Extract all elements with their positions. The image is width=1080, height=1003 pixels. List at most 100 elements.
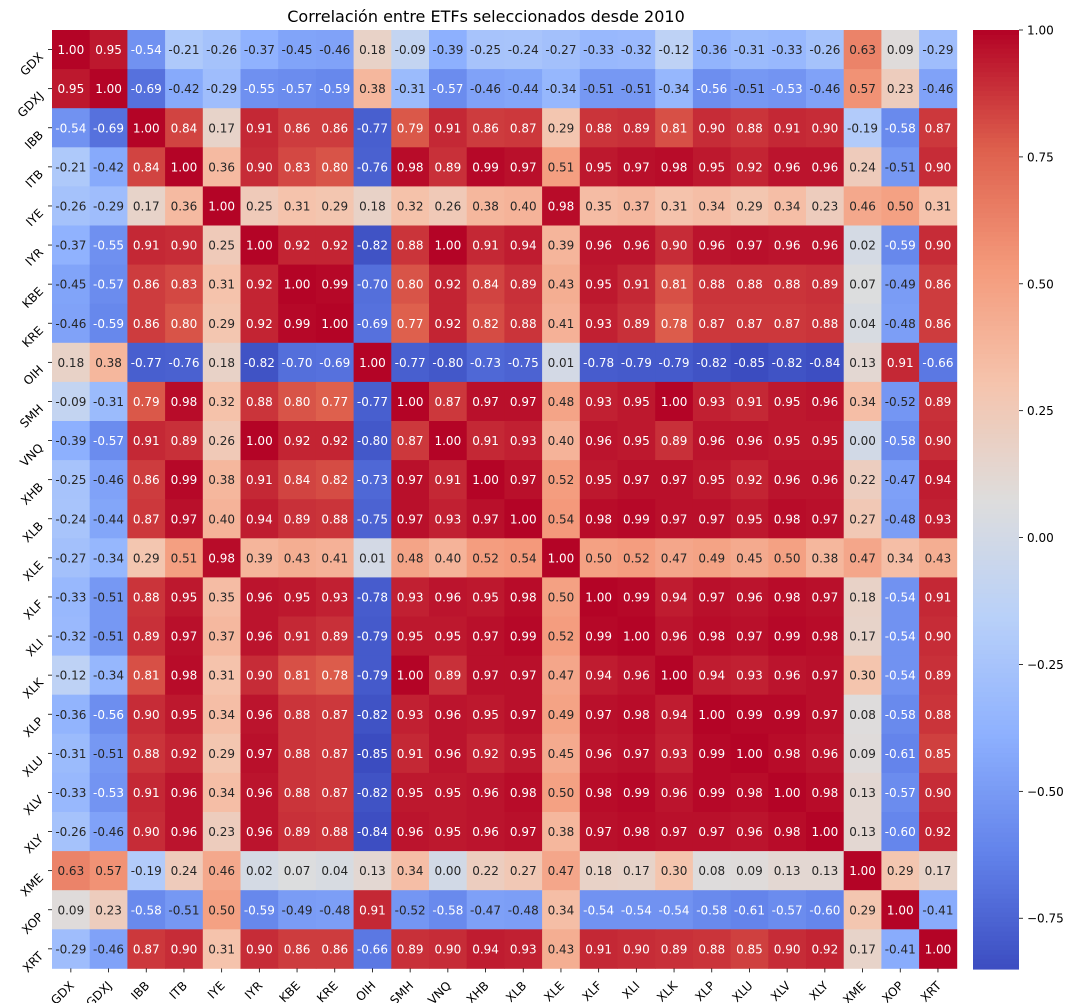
heatmap-cell-label: 1.00 [811,825,838,839]
heatmap-cell [353,69,392,109]
colorbar-segment [973,86,1019,92]
colorbar-segment [973,795,1019,801]
colorbar-segment [973,368,1019,374]
heatmap-cell [89,577,128,617]
colorbar-segment [973,255,1019,261]
heatmap-cell [504,577,543,617]
heatmap-cell-label: -0.45 [55,278,86,292]
heatmap-cell-label: 0.17 [623,864,650,878]
heatmap-cell [391,499,430,539]
heatmap-cell-label: 0.97 [661,512,688,526]
colorbar-segment [973,100,1019,106]
heatmap-cell [655,577,694,617]
heatmap-cell-label: -0.76 [168,356,199,370]
colorbar-segment [973,452,1019,458]
heatmap-cell-label: 0.90 [171,239,198,253]
colorbar-segment [973,790,1019,796]
heatmap-cell-label: 0.24 [171,864,198,878]
heatmap-cell [504,733,543,774]
heatmap-cell [127,30,166,70]
heatmap-cell [165,186,204,226]
x-tick-label: IYE [205,979,228,1002]
colorbar-segment [973,95,1019,102]
heatmap-cell-label: -0.51 [885,160,916,174]
colorbar-segment [973,926,1019,933]
heatmap-cell-label: 0.29 [208,747,235,761]
heatmap-cell [730,694,769,735]
heatmap-cell [617,812,656,852]
heatmap-cell [391,147,430,187]
heatmap-cell-label: -0.57 [282,82,313,96]
heatmap-cell-label: 0.89 [171,434,198,448]
heatmap-cell [806,264,845,305]
heatmap-cell [806,381,845,422]
heatmap-cell-label: 0.97 [736,239,763,253]
colorbar-segment [973,659,1019,665]
heatmap-cell [353,616,392,656]
heatmap-cell-label: -0.59 [93,317,124,331]
heatmap-cell [579,538,618,578]
colorbar-segment [973,612,1019,618]
heatmap-cell-label: 0.91 [246,121,273,135]
heatmap-cell [429,577,468,617]
heatmap-cell-label: 0.08 [849,708,876,722]
heatmap-cell [579,616,618,656]
heatmap-cell-label: 0.36 [171,199,198,213]
heatmap-cell [278,460,317,500]
heatmap-cell-label: 0.93 [585,317,612,331]
heatmap-cell [315,303,354,344]
colorbar-segment [973,377,1019,383]
colorbar-segment [973,569,1019,576]
heatmap-cell [843,460,882,500]
heatmap-cell [881,694,920,735]
heatmap-cell [579,303,618,344]
colorbar-segment [973,180,1019,186]
colorbar-segment [973,945,1019,951]
heatmap-cell-label: 0.02 [246,864,273,878]
heatmap-cell-label: 0.98 [698,630,725,644]
heatmap-cell-label: -0.82 [244,356,275,370]
y-tick-label: IBB [22,128,46,152]
heatmap-cell [315,890,354,930]
heatmap-cell [843,890,882,930]
heatmap-cell-label: 1.00 [698,708,725,722]
heatmap-cell-label: 0.96 [661,630,688,644]
heatmap-cell-label: -0.54 [621,903,652,917]
heatmap-cell-label: 0.90 [661,239,688,253]
heatmap-cell [730,772,769,813]
heatmap-cell [919,733,958,774]
heatmap-cell-label: 0.97 [510,708,537,722]
heatmap-cell-label: 0.99 [698,786,725,800]
heatmap-cell-label: 0.95 [585,160,612,174]
heatmap-cell [466,616,505,656]
heatmap-cell [278,69,317,109]
heatmap-cell-label: 0.18 [57,356,84,370]
heatmap-cell-label: 0.98 [811,630,838,644]
heatmap-cell-label: 0.18 [359,43,386,57]
colorbar-segment [973,513,1019,519]
heatmap-cell-label: 0.89 [623,121,650,135]
heatmap-cell [843,694,882,735]
heatmap-cell-label: 0.38 [359,82,386,96]
heatmap-cell-label: 0.90 [925,786,952,800]
heatmap-cell [127,694,166,735]
heatmap-cell-label: -0.58 [131,903,162,917]
heatmap-cell-label: 1.00 [57,43,84,57]
heatmap-cell-label: 0.29 [548,121,575,135]
heatmap-cell-label: -0.73 [470,356,501,370]
heatmap-cell [504,812,543,852]
heatmap-cell [466,577,505,617]
heatmap-cell [655,186,694,226]
heatmap-cell [579,264,618,305]
heatmap-cell [579,30,618,70]
colorbar-segment [973,142,1019,148]
heatmap-cell [127,929,166,969]
heatmap-cell [202,499,241,539]
heatmap-cell-label: 0.88 [811,317,838,331]
heatmap-cell-label: 0.23 [811,199,838,213]
heatmap-cell [692,421,731,461]
heatmap-cell-label: 0.95 [774,434,801,448]
heatmap-cell-label: 0.31 [925,199,952,213]
heatmap-cell [391,812,430,852]
colorbar-segment [973,781,1019,787]
